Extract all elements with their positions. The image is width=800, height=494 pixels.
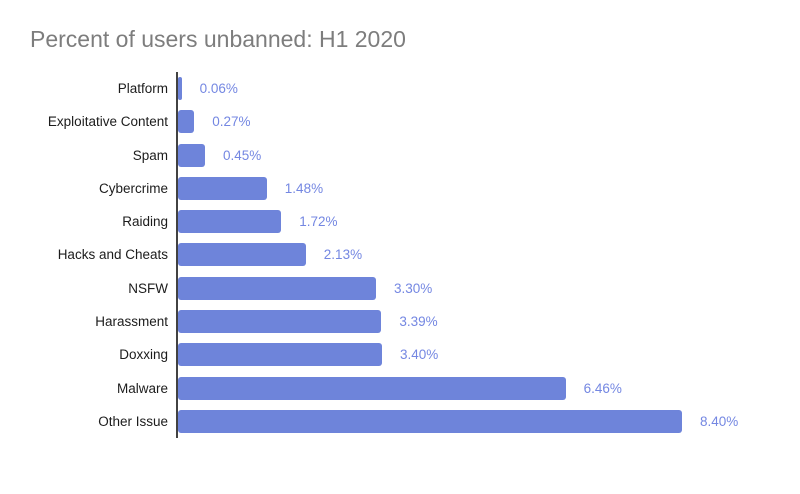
bar bbox=[178, 409, 682, 433]
category-label: NSFW bbox=[128, 280, 168, 296]
bar-area: 3.39% bbox=[176, 304, 776, 339]
chart-row: Cybercrime 1.48% bbox=[30, 171, 776, 206]
bar bbox=[178, 376, 566, 400]
category-label: Hacks and Cheats bbox=[57, 247, 168, 263]
chart-row: Raiding 1.72% bbox=[30, 205, 776, 239]
value-label: 6.46% bbox=[583, 380, 622, 396]
bar-area: 3.30% bbox=[176, 271, 776, 305]
category-label: Exploitative Content bbox=[47, 114, 168, 130]
bar bbox=[178, 77, 182, 101]
chart-row: Malware 6.46% bbox=[30, 371, 776, 405]
value-label: 0.45% bbox=[223, 147, 262, 163]
bar-area: 3.40% bbox=[176, 338, 776, 372]
value-label: 1.72% bbox=[299, 214, 338, 230]
bar-area: 1.48% bbox=[176, 171, 776, 206]
chart-row: Exploitative Content 0.27% bbox=[30, 105, 776, 139]
value-label: 3.40% bbox=[400, 347, 439, 363]
value-label: 8.40% bbox=[700, 413, 739, 429]
category-label: Harassment bbox=[95, 313, 168, 329]
bar-area: 0.45% bbox=[176, 138, 776, 172]
chart-title: Percent of users unbanned: H1 2020 bbox=[30, 26, 406, 52]
chart-row: Other Issue 8.40% bbox=[30, 404, 776, 438]
bar-chart: Platform 0.06% Exploitative Content 0.27… bbox=[30, 72, 776, 438]
category-label: Other Issue bbox=[98, 413, 168, 429]
value-label: 1.48% bbox=[284, 180, 324, 196]
chart-row: Hacks and Cheats 2.13% bbox=[30, 238, 776, 272]
bar bbox=[178, 143, 205, 167]
value-label: 3.30% bbox=[394, 280, 433, 296]
bar bbox=[178, 243, 306, 267]
category-label: Malware bbox=[116, 380, 168, 396]
bar bbox=[178, 309, 382, 333]
bar-area: 2.13% bbox=[176, 238, 776, 272]
value-label: 3.39% bbox=[399, 313, 438, 329]
bar bbox=[178, 343, 382, 367]
bar-area: 8.40% bbox=[176, 404, 776, 438]
bar bbox=[178, 176, 267, 200]
bar-area: 0.27% bbox=[176, 105, 776, 139]
chart-row: Harassment 3.39% bbox=[30, 304, 776, 339]
bar-area: 0.06% bbox=[176, 72, 776, 106]
bar bbox=[178, 276, 376, 300]
chart-row: Platform 0.06% bbox=[30, 72, 776, 106]
category-label: Platform bbox=[117, 81, 168, 97]
bar bbox=[178, 210, 282, 234]
bar-area: 6.46% bbox=[176, 371, 776, 405]
value-label: 0.27% bbox=[212, 114, 251, 130]
category-label: Spam bbox=[132, 147, 168, 163]
chart-row: Doxxing 3.40% bbox=[30, 338, 776, 372]
bar-area: 1.72% bbox=[176, 205, 776, 239]
value-label: 2.13% bbox=[323, 247, 363, 263]
category-label: Cybercrime bbox=[98, 180, 168, 196]
category-label: Doxxing bbox=[119, 347, 168, 363]
chart-row: Spam 0.45% bbox=[30, 138, 776, 172]
bar bbox=[178, 110, 195, 134]
category-label: Raiding bbox=[122, 214, 168, 230]
value-label: 0.06% bbox=[199, 81, 238, 97]
chart-row: NSFW 3.30% bbox=[30, 271, 776, 305]
